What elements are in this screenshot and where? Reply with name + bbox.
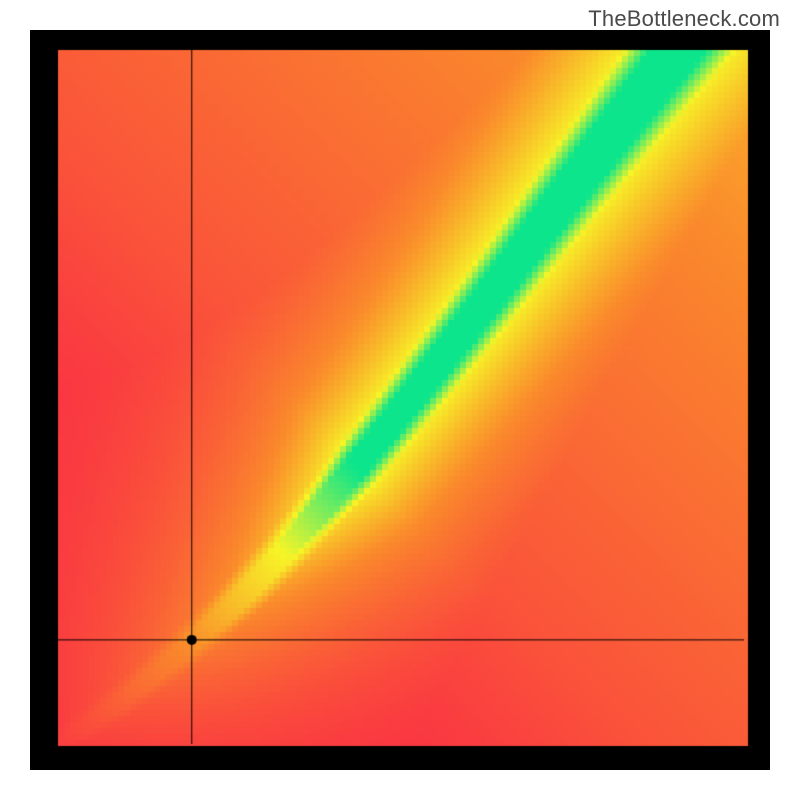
watermark-text: TheBottleneck.com — [588, 6, 780, 32]
heatmap-canvas — [30, 30, 770, 770]
chart-container: TheBottleneck.com — [0, 0, 800, 800]
heatmap-frame — [30, 30, 770, 770]
